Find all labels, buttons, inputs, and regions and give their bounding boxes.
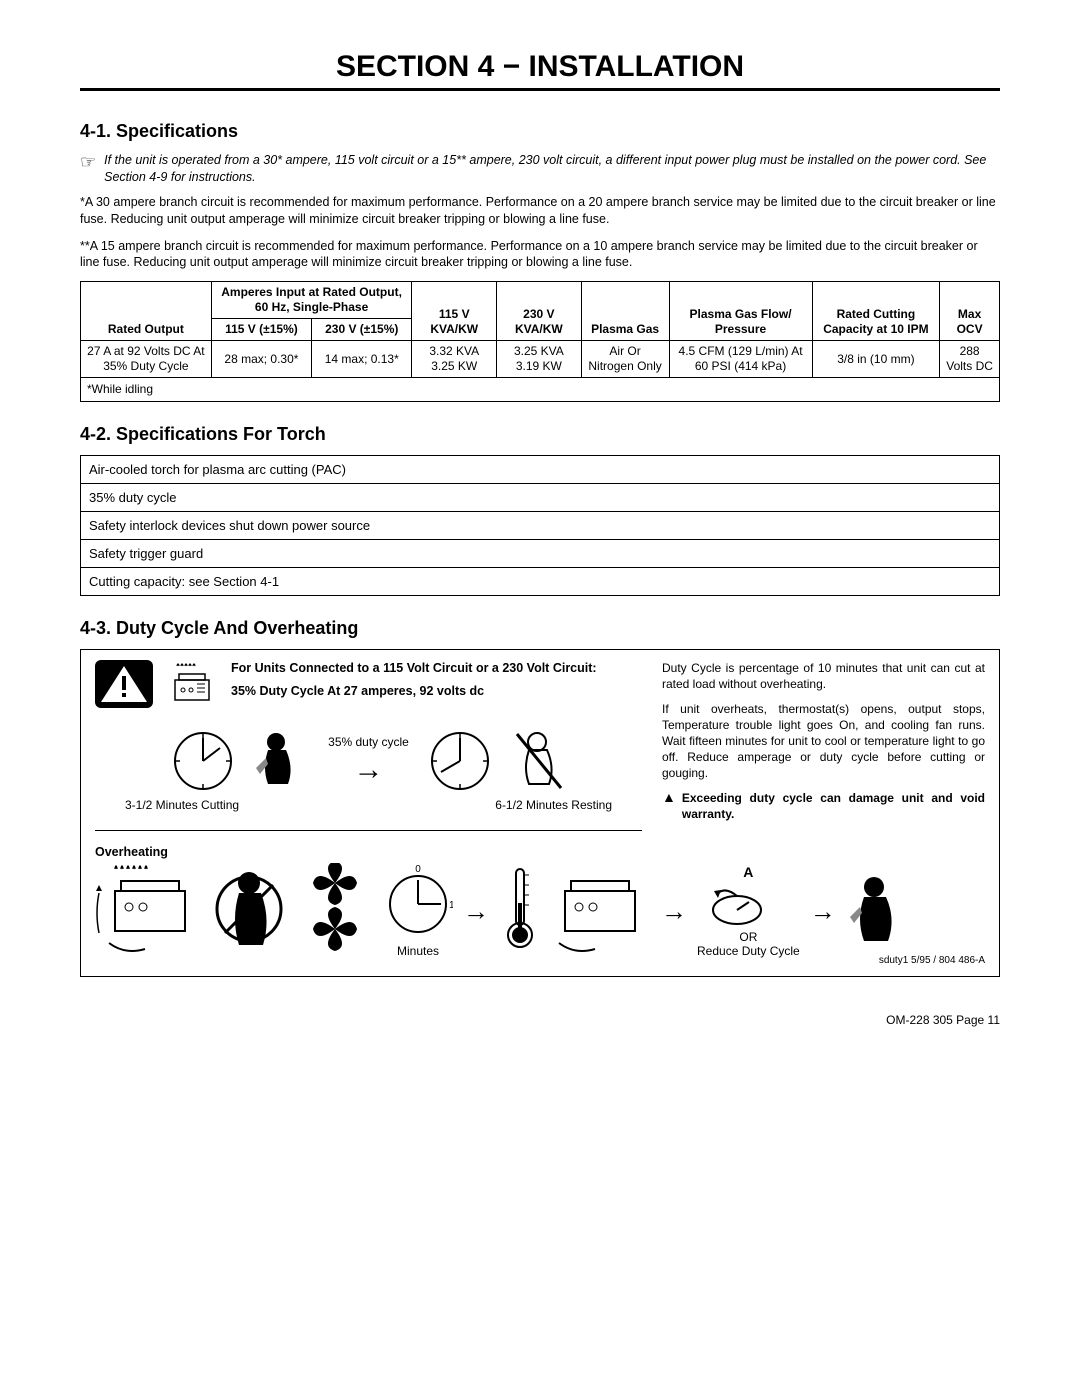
arrow-icon: → [661,896,687,927]
torch-specs-table: Air-cooled torch for plasma arc cutting … [80,455,1000,596]
resting-label: 6-1/2 Minutes Resting [495,798,612,812]
th-ocv: Max OCV [940,282,1000,341]
heading-4-3: 4-3. Duty Cycle And Overheating [80,618,1000,639]
th-plasma-gas: Plasma Gas [581,282,669,341]
th-rated-output: Rated Output [81,282,212,341]
td-230: 14 max; 0.13* [312,341,412,378]
td-footnote: *While idling [81,378,1000,402]
unit-cool-icon [551,863,651,959]
th-115-pct: 115 V (±15%) [211,319,311,341]
arrow-icon: → [463,896,489,927]
clock-15min-icon: 0 15 [383,864,453,944]
torch-row: Safety interlock devices shut down power… [81,512,1000,540]
minutes-label: Minutes [383,944,453,958]
th-230-kvakw: 230 V KVA/KW [497,282,582,341]
svg-text:15: 15 [449,900,453,911]
duty-cycle-diagram: 35% duty cycle → [95,728,642,794]
td-kva230: 3.25 KVA 3.19 KW [497,341,582,378]
duty-desc-2: If unit overheats, thermostat(s) opens, … [662,701,985,782]
or-label: OR [697,930,800,944]
duty-cycle-box: For Units Connected to a 115 Volt Circui… [80,649,1000,977]
torch-row: Safety trigger guard [81,540,1000,568]
td-kva115: 3.32 KVA 3.25 KW [412,341,497,378]
td-gas: Air Or Nitrogen Only [581,341,669,378]
overheating-label: Overheating [95,845,985,859]
duty-head-line1: For Units Connected to a 115 Volt Circui… [231,660,597,677]
section-title: SECTION 4 − INSTALLATION [80,50,1000,91]
specifications-table: Rated Output Amperes Input at Rated Outp… [80,281,1000,402]
torch-row: 35% duty cycle [81,484,1000,512]
welder-cutting-icon [254,728,310,794]
duty-cycle-label: 35% duty cycle [328,735,409,749]
th-capacity: Rated Cutting Capacity at 10 IPM [812,282,940,341]
th-115-kvakw: 115 V KVA/KW [412,282,497,341]
welder-resume-icon [846,871,906,951]
thermometer-icon [499,863,541,959]
unit-hot-icon [95,863,205,959]
note-15a: **A 15 ampere branch circuit is recommen… [80,238,1000,272]
th-230-pct: 230 V (±15%) [312,319,412,341]
pointer-note: ☞ If the unit is operated from a 30* amp… [80,152,1000,186]
td-115: 28 max; 0.30* [211,341,311,378]
th-amperes-group: Amperes Input at Rated Output, 60 Hz, Si… [211,282,412,319]
welder-stop-icon [215,863,287,959]
warning-triangle-icon: ▲ [662,790,676,804]
torch-row: Air-cooled torch for plasma arc cutting … [81,456,1000,484]
pointer-text: If the unit is operated from a 30* amper… [104,152,1000,186]
torch-row: Cutting capacity: see Section 4-1 [81,568,1000,596]
clock-cutting-icon [170,728,236,794]
td-flow: 4.5 CFM (129 L/min) At 60 PSI (414 kPa) [669,341,812,378]
divider [95,830,642,831]
td-cap: 3/8 in (10 mm) [812,341,940,378]
dial-reduce-icon [697,880,777,930]
arrow-icon: → [328,753,409,787]
arrow-icon: → [810,896,836,927]
th-plasma-flow: Plasma Gas Flow/ Pressure [669,282,812,341]
duty-head-line2: 35% Duty Cycle At 27 amperes, 92 volts d… [231,683,597,700]
td-rated-output: 27 A at 92 Volts DC At 35% Duty Cycle [81,341,212,378]
overheating-diagram: 0 15 Minutes → → [95,863,985,959]
table-row: 27 A at 92 Volts DC At 35% Duty Cycle 28… [81,341,1000,378]
duty-warning: ▲ Exceeding duty cycle can damage unit a… [662,790,985,822]
td-ocv: 288 Volts DC [940,341,1000,378]
amperage-label: A [697,864,800,880]
pointer-icon: ☞ [80,153,96,171]
clock-resting-icon [427,728,493,794]
duty-left-col: For Units Connected to a 115 Volt Circui… [95,660,642,839]
welder-resting-icon [511,728,567,794]
heading-4-1: 4-1. Specifications [80,121,1000,142]
svg-text:0: 0 [415,864,421,875]
duty-right-col: Duty Cycle is percentage of 10 minutes t… [662,660,985,839]
note-30a: *A 30 ampere branch circuit is recommend… [80,194,1000,228]
heading-4-2: 4-2. Specifications For Torch [80,424,1000,445]
cutting-label: 3-1/2 Minutes Cutting [125,798,239,812]
unit-sketch-icon [167,660,217,710]
fan-icon [297,863,373,959]
duty-warning-text: Exceeding duty cycle can damage unit and… [682,790,985,822]
warning-icon [95,660,153,708]
reduce-label: Reduce Duty Cycle [697,944,800,958]
duty-desc-1: Duty Cycle is percentage of 10 minutes t… [662,660,985,692]
page-footer: OM-228 305 Page 11 [80,1013,1000,1027]
